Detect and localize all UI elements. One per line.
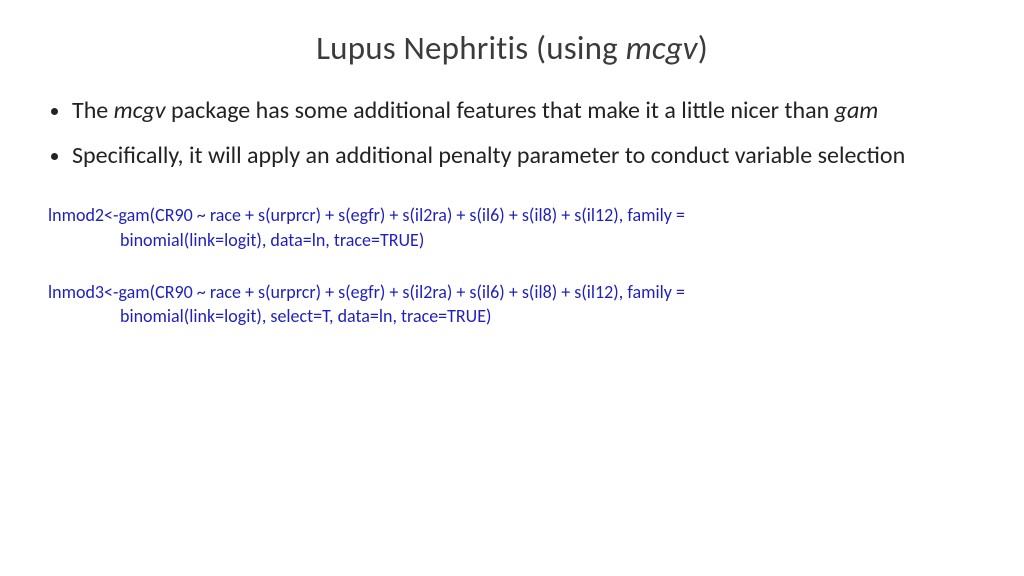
slide: Lupus Nephritis (using mcgv) The mcgv pa… xyxy=(0,0,1024,576)
code-line: binomial(link=logit), select=T, data=ln,… xyxy=(48,304,976,328)
bullet-item: Specifically, it will apply an additiona… xyxy=(72,141,976,172)
title-italic: mcgv xyxy=(626,28,698,68)
bullet-text-italic: mcgv xyxy=(114,96,166,125)
title-prefix: Lupus Nephritis (using xyxy=(316,28,625,68)
bullet-text-italic: gam xyxy=(835,96,879,125)
code-line: lnmod3<-gam(CR90 ~ race + s(urprcr) + s(… xyxy=(48,280,976,304)
bullet-list: The mcgv package has some additional fea… xyxy=(50,96,976,171)
title-suffix: ) xyxy=(698,28,708,68)
code-model: lnmod3<-gam(CR90 ~ race + s(urprcr) + s(… xyxy=(48,280,976,329)
code-model: lnmod2<-gam(CR90 ~ race + s(urprcr) + s(… xyxy=(48,203,976,252)
code-line: lnmod2<-gam(CR90 ~ race + s(urprcr) + s(… xyxy=(48,203,976,227)
slide-title: Lupus Nephritis (using mcgv) xyxy=(48,28,976,68)
code-line: binomial(link=logit), data=ln, trace=TRU… xyxy=(48,228,976,252)
bullet-text: package has some additional features tha… xyxy=(166,96,835,125)
bullet-text: The xyxy=(72,96,114,125)
bullet-item: The mcgv package has some additional fea… xyxy=(72,96,976,127)
bullet-text: Specifically, it will apply an additiona… xyxy=(72,141,905,170)
code-block: lnmod2<-gam(CR90 ~ race + s(urprcr) + s(… xyxy=(48,203,976,328)
